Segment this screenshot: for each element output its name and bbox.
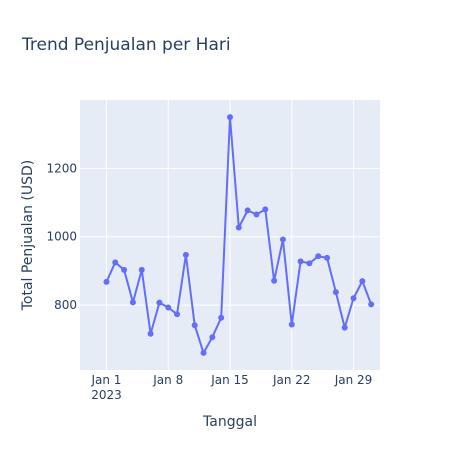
- x-tick-sublabel: 2023: [91, 388, 122, 402]
- data-point: [359, 278, 366, 285]
- data-point: [121, 266, 128, 273]
- data-point: [341, 324, 348, 331]
- data-point: [324, 254, 331, 261]
- data-point: [244, 207, 251, 214]
- data-point: [147, 330, 154, 337]
- x-tick-label: Jan 8: [152, 373, 183, 387]
- x-tick-label: Jan 22: [272, 373, 311, 387]
- y-tick-label: 800: [54, 298, 77, 312]
- data-point: [182, 251, 189, 258]
- grid-lines: [80, 100, 380, 370]
- data-point: [297, 258, 304, 265]
- y-tick-label: 1000: [46, 230, 77, 244]
- data-point: [103, 278, 110, 285]
- data-point: [262, 206, 269, 213]
- y-axis-title: Total Penjualan (USD): [20, 160, 36, 312]
- data-point: [174, 311, 181, 318]
- data-point: [288, 321, 295, 328]
- data-point: [315, 253, 322, 260]
- data-point: [156, 299, 163, 306]
- data-point: [112, 259, 119, 266]
- x-axis-title: Tanggal: [202, 414, 257, 430]
- data-point: [306, 260, 313, 267]
- data-point: [218, 314, 225, 321]
- data-point: [271, 277, 278, 284]
- data-point: [209, 334, 216, 341]
- data-point: [235, 224, 242, 231]
- x-tick-label: Jan 1: [90, 373, 121, 387]
- data-point: [368, 301, 375, 308]
- x-tick-label: Jan 15: [210, 373, 249, 387]
- data-point: [253, 211, 260, 218]
- data-point: [191, 322, 198, 329]
- y-tick-label: 1200: [46, 161, 77, 175]
- data-point: [227, 114, 233, 121]
- series-layer: [103, 114, 375, 356]
- data-point: [200, 349, 207, 356]
- x-tick-label: Jan 29: [334, 373, 373, 387]
- data-point: [332, 289, 339, 296]
- data-point: [350, 295, 357, 302]
- data-point: [129, 299, 136, 306]
- data-point: [279, 236, 286, 243]
- data-point: [165, 304, 172, 311]
- data-point: [138, 266, 145, 273]
- chart-title: Trend Penjualan per Hari: [21, 35, 231, 55]
